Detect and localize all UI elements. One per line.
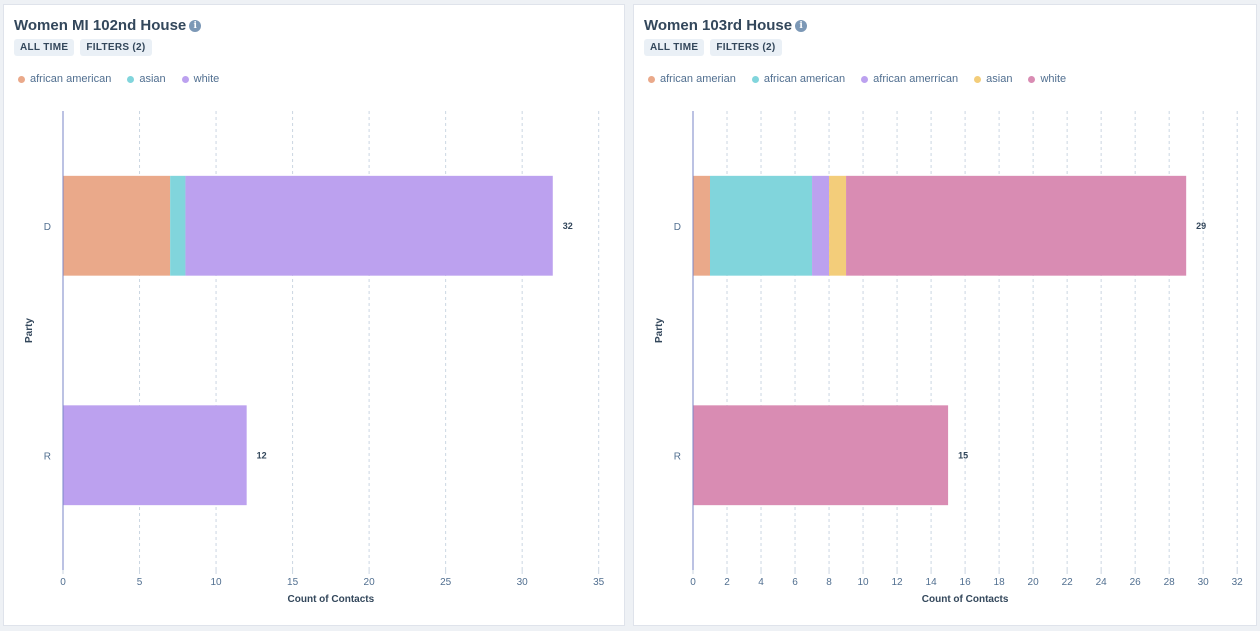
all-time-button[interactable]: ALL TIME [14, 39, 75, 56]
bar-chart-plot: 0 2 4 6 8 10 12 14 16 18 20 22 24 26 28 30 32D 29R 15Count… [654, 111, 1244, 605]
bar-segment[interactable] [829, 175, 847, 276]
legend-label: african american [763, 73, 846, 85]
x-axis-title: Count of Contacts [922, 594, 1009, 605]
y-category-label: R [44, 451, 51, 462]
x-tick-label: 18 [994, 577, 1006, 588]
x-tick-label: 15 [287, 577, 299, 588]
bar-total-label: 29 [1196, 221, 1206, 231]
x-tick-label: 4 [758, 577, 764, 588]
legend-label: african amerrican [873, 73, 959, 85]
x-tick-label: 25 [440, 577, 452, 588]
bar-chart-plot: 0 5 10 15 20 25 30 35 D 32 R 12 Count of Contacts Par… [24, 111, 605, 605]
bar-total-label: 12 [257, 450, 267, 460]
x-tick-label: 12 [892, 577, 904, 588]
legend-item[interactable]: asian [127, 73, 166, 85]
x-tick-label: 5 [137, 577, 143, 588]
y-category-label: D [674, 222, 681, 233]
filter-tags: ALL TIME FILTERS (2) [644, 39, 782, 56]
bar-segment[interactable] [170, 175, 186, 276]
bar-segment[interactable] [63, 405, 247, 506]
y-axis-title: Party [654, 318, 665, 343]
chart-legend: african amerian african american african… [648, 73, 1066, 85]
filters-button[interactable]: FILTERS (2) [710, 39, 782, 56]
legend-label: african american [30, 73, 112, 85]
x-tick-label: 16 [960, 577, 972, 588]
all-time-button[interactable]: ALL TIME [644, 39, 705, 56]
x-tick-label: 28 [1164, 577, 1176, 588]
legend-label: white [1040, 73, 1067, 85]
y-category-label: D [44, 222, 51, 233]
legend-item[interactable]: african american [18, 73, 111, 85]
chart-title-text: Women 103rd House [644, 17, 793, 34]
legend-dot [181, 75, 189, 83]
x-tick-label: 20 [1028, 577, 1040, 588]
x-tick-label: 10 [857, 577, 869, 588]
legend-dot [861, 75, 869, 83]
x-tick-label: 32 [1232, 577, 1244, 588]
x-tick-label: 26 [1130, 577, 1142, 588]
x-tick-label: 14 [926, 577, 938, 588]
legend-dot [751, 75, 759, 83]
bar-segment[interactable] [846, 175, 1187, 276]
bar-segment[interactable] [185, 175, 553, 276]
y-axis-title: Party [24, 318, 35, 343]
bar-segment[interactable] [693, 175, 711, 276]
x-tick-label: 0 [690, 577, 696, 588]
x-tick-label: 20 [364, 577, 376, 588]
bar-segment[interactable] [710, 175, 813, 276]
legend-dot [18, 75, 25, 83]
x-tick-label: 22 [1062, 577, 1074, 588]
x-tick-label: 35 [593, 577, 605, 588]
x-tick-label: 2 [724, 577, 730, 588]
legend-label: white [193, 73, 220, 85]
x-tick-label: 8 [826, 577, 832, 588]
legend-dot [974, 75, 982, 83]
chart-title: Women MI 102nd House i [14, 17, 202, 34]
legend-label: african amerian [660, 73, 736, 85]
bar-segment[interactable] [63, 175, 171, 276]
x-axis-title: Count of Contacts [288, 594, 375, 605]
legend-item[interactable]: white [1028, 73, 1066, 85]
bar-segment[interactable] [812, 175, 830, 276]
x-tick-label: 30 [1198, 577, 1210, 588]
chart-legend: african american asian white [18, 73, 219, 85]
legend-item[interactable]: african american [751, 73, 846, 85]
legend-item[interactable]: african amerrican [861, 73, 958, 85]
legend-label: asian [139, 73, 166, 85]
legend-label: asian [986, 73, 1013, 85]
x-tick-label: 24 [1096, 577, 1108, 588]
x-tick-label: 10 [210, 577, 222, 588]
legend-dot [1028, 75, 1036, 83]
y-category-label: R [674, 451, 681, 462]
bar-total-label: 32 [563, 221, 573, 231]
chart-title: Women 103rd House i [644, 17, 808, 34]
x-tick-label: 0 [60, 577, 66, 588]
legend-item[interactable]: white [181, 73, 220, 85]
legend-item[interactable]: asian [974, 73, 1012, 85]
legend-dot [127, 75, 135, 83]
bar-total-label: 15 [958, 450, 968, 460]
bar-segment[interactable] [693, 405, 949, 506]
filters-button[interactable]: FILTERS (2) [80, 39, 152, 56]
legend-item[interactable]: african amerian [648, 73, 736, 85]
info-icon[interactable]: i [189, 19, 202, 32]
chart-card-103rd: Women 103rd House i ALL TIME FILTERS (2)… [633, 4, 1257, 626]
legend-dot [648, 75, 655, 83]
chart-title-text: Women MI 102nd House [14, 17, 187, 34]
info-icon[interactable]: i [795, 19, 808, 32]
chart-card-102nd: Women MI 102nd House i ALL TIME FILTERS … [3, 4, 625, 626]
filter-tags: ALL TIME FILTERS (2) [14, 39, 152, 56]
x-tick-label: 6 [792, 577, 798, 588]
x-tick-label: 30 [517, 577, 529, 588]
